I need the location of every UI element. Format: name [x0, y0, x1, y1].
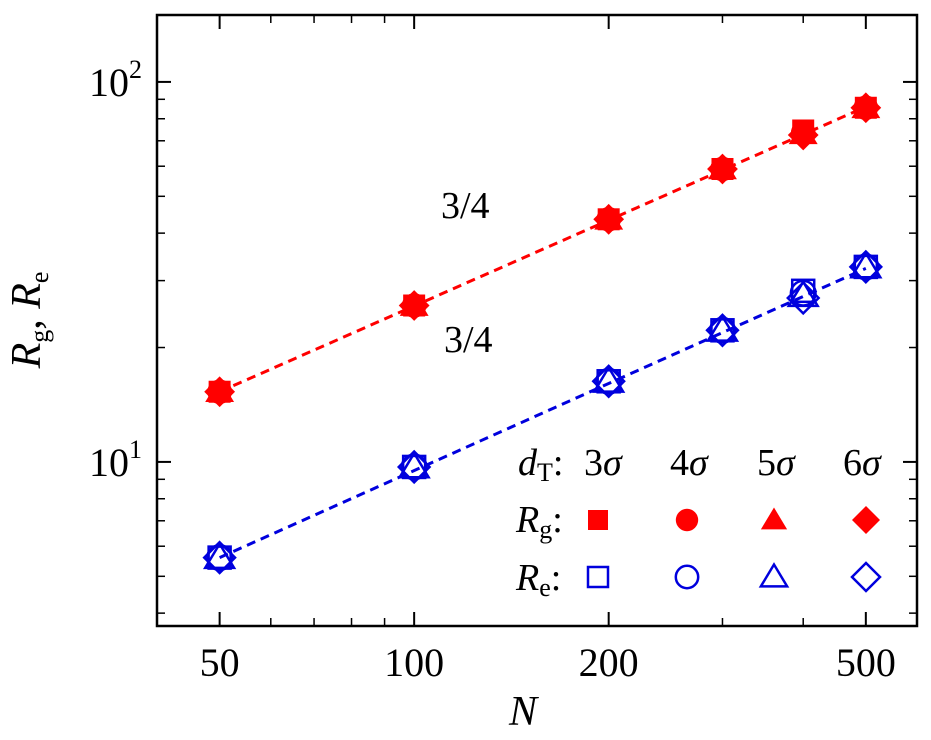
legend-header: dT: — [518, 442, 563, 487]
legend-marker-rg-diamond — [852, 506, 880, 534]
data-point-re-diamond-200 — [591, 364, 626, 399]
data-markers — [202, 92, 884, 575]
y-axis-label: Rg, Re — [4, 272, 54, 370]
data-point-rg-diamond-100 — [398, 290, 430, 321]
legend-marker-rg-triangle — [760, 507, 788, 530]
legend-marker-rg-square — [588, 510, 608, 530]
x-tick-label-200: 200 — [579, 640, 639, 685]
data-point-re-diamond-50 — [202, 540, 237, 575]
legend-marker-re-diamond — [850, 561, 882, 593]
plot-frame — [155, 13, 919, 628]
data-point-re-diamond-500 — [848, 249, 884, 285]
data-point-rg-diamond-300 — [707, 153, 738, 185]
legend-marker-re-circle — [674, 564, 700, 590]
data-point-re-triangle-500 — [849, 250, 883, 279]
data-point-re-triangle-400 — [786, 279, 820, 308]
data-point-rg-diamond-400 — [787, 119, 819, 151]
data-point-rg-diamond-200 — [593, 203, 625, 235]
x-tick-label-500: 500 — [836, 640, 896, 685]
data-point-rg-diamond-500 — [850, 92, 882, 124]
legend-col-5sigma: 5σ — [757, 442, 796, 484]
axis-ticks: 50 100 200 500 101 102 — [89, 15, 917, 685]
legend-marker-rg-circle — [675, 508, 699, 532]
data-point-re-triangle-300 — [705, 314, 740, 342]
legend: dT: 3σ 4σ 5σ 6σ Rg: Re: — [515, 442, 882, 602]
data-point-re-diamond-400 — [786, 280, 821, 316]
legend-markers — [586, 506, 882, 593]
legend-marker-re-triangle — [758, 562, 790, 588]
fit-line-re — [219, 267, 867, 559]
x-axis-label: N — [508, 689, 539, 735]
slope-label-re: 3/4 — [444, 319, 493, 361]
data-point-rg-diamond-50 — [204, 376, 236, 408]
data-point-re-diamond-300 — [705, 313, 740, 348]
legend-col-3sigma: 3σ — [584, 442, 623, 484]
legend-row-rg: Rg: — [515, 499, 563, 544]
y-tick-label-100: 102 — [89, 55, 142, 105]
data-point-re-triangle-200 — [592, 365, 626, 393]
legend-marker-re-square — [586, 565, 610, 589]
x-tick-label-50: 50 — [200, 640, 240, 685]
y-tick-label-10: 101 — [89, 435, 142, 485]
legend-row-re: Re: — [515, 557, 561, 602]
legend-col-4sigma: 4σ — [670, 442, 709, 484]
fit-lines — [219, 105, 867, 559]
data-point-re-triangle-50 — [202, 541, 237, 570]
legend-col-6sigma: 6σ — [843, 442, 882, 484]
slope-label-rg: 3/4 — [441, 185, 490, 227]
data-point-re-diamond-100 — [396, 449, 432, 485]
fit-line-rg — [219, 105, 867, 394]
data-point-re-triangle-100 — [397, 450, 431, 479]
x-tick-label-100: 100 — [384, 640, 444, 685]
